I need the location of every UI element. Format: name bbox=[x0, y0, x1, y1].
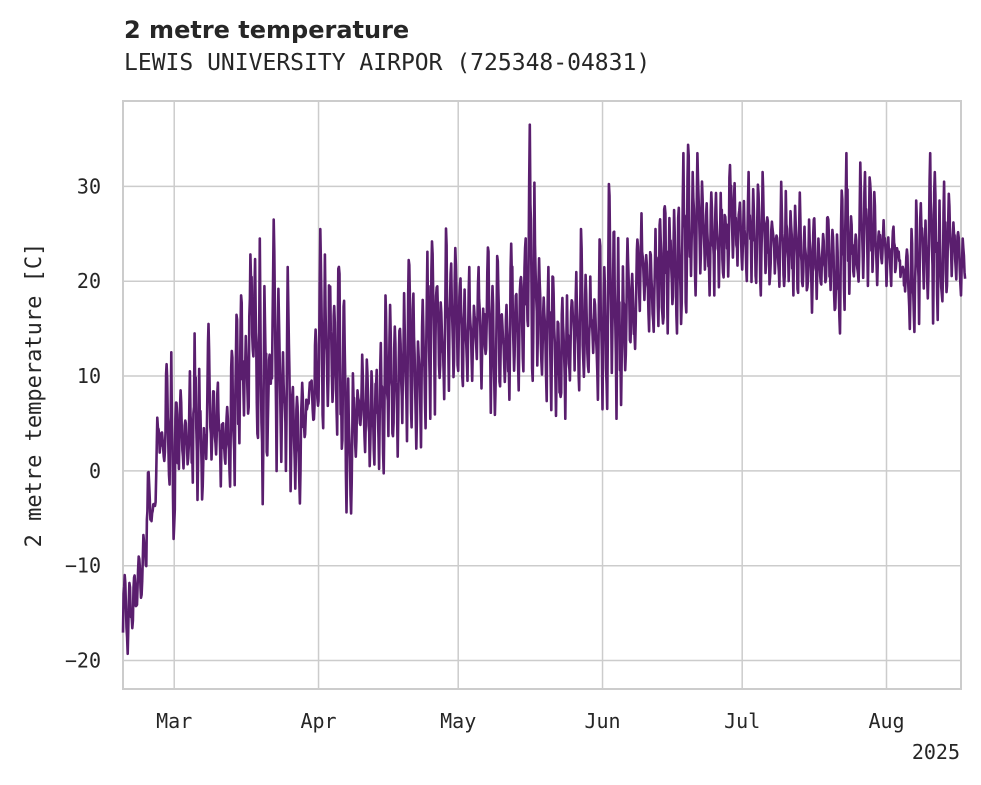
y-tick-label: 0 bbox=[89, 459, 101, 483]
data-layer bbox=[121, 123, 967, 656]
x-tick-label: Aug bbox=[868, 709, 904, 733]
x-tick-label: Jul bbox=[724, 709, 760, 733]
chart-title: 2 metre temperature bbox=[124, 16, 410, 44]
x-tick-label: Mar bbox=[156, 709, 192, 733]
chart-subtitle: LEWIS UNIVERSITY AIRPOR (725348-04831) bbox=[124, 50, 651, 76]
x-tick-label: Jun bbox=[584, 709, 620, 733]
tick-labels: −20 −10 0 10 20 30 Mar Apr May Jun Jul Aug bbox=[65, 174, 905, 733]
y-tick-label: −10 bbox=[65, 554, 101, 578]
y-tick-label: 20 bbox=[77, 269, 101, 293]
temperature-series-line bbox=[121, 123, 967, 656]
x-tick-label: Apr bbox=[300, 709, 336, 733]
x-tick-label: May bbox=[440, 709, 476, 733]
y-tick-label: 10 bbox=[77, 364, 101, 388]
y-tick-label: −20 bbox=[65, 649, 101, 673]
y-tick-label: 30 bbox=[77, 174, 101, 198]
plot-area-frame bbox=[122, 100, 962, 690]
x-axis-year-label: 2025 bbox=[912, 740, 960, 764]
y-axis-label: 2 metre temperature [C] bbox=[22, 243, 47, 548]
